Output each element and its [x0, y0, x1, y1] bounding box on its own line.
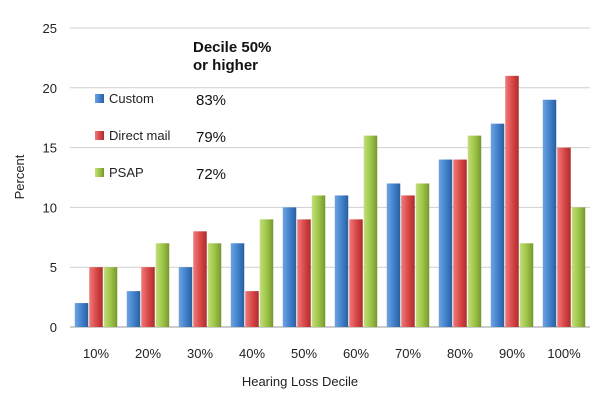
bar-psap-30 — [207, 243, 222, 327]
bar-psap-80 — [467, 135, 482, 327]
legend-summary-psap: 72% — [196, 166, 226, 183]
bar-psap-10 — [103, 267, 118, 327]
x-tick-label: 20% — [135, 346, 161, 361]
bar-custom-10 — [74, 303, 89, 327]
bar-direct-mail-60 — [349, 219, 363, 327]
bar-direct-mail-90 — [505, 75, 519, 327]
bar-custom-20 — [126, 291, 141, 327]
legend-swatch-psap — [95, 168, 104, 177]
x-axis-ticks: 10% 20% 30% 40% 50% 60% 70% 80% 90% 100% — [83, 346, 581, 361]
bar-direct-mail-50 — [297, 219, 311, 327]
bar-psap-20 — [155, 243, 170, 327]
y-tick-label: 0 — [50, 320, 57, 335]
annotation-title: Decile 50% or higher — [193, 39, 271, 74]
legend-swatch-custom — [95, 94, 104, 103]
bar-custom-50 — [282, 207, 297, 327]
legend: Custom 83% Direct mail 79% PSAP 72% — [95, 91, 226, 183]
bar-direct-mail-80 — [453, 159, 467, 327]
x-tick-label: 80% — [447, 346, 473, 361]
y-tick-label: 10 — [43, 200, 57, 215]
bar-custom-30 — [178, 267, 193, 327]
legend-swatch-direct-mail — [95, 131, 104, 140]
annotation-title-line1: Decile 50% — [193, 39, 271, 56]
x-tick-label: 70% — [395, 346, 421, 361]
legend-item-direct-mail: Direct mail 79% — [95, 128, 226, 146]
y-tick-label: 20 — [43, 81, 57, 96]
bar-psap-50 — [311, 195, 326, 327]
x-tick-label: 10% — [83, 346, 109, 361]
x-tick-label: 30% — [187, 346, 213, 361]
bar-psap-70 — [415, 183, 430, 327]
bar-psap-60 — [363, 135, 378, 327]
bar-direct-mail-70 — [401, 195, 415, 327]
bar-custom-100 — [542, 99, 557, 327]
bar-custom-40 — [230, 243, 245, 327]
y-axis-title: Percent — [12, 154, 27, 199]
bar-direct-mail-10 — [89, 267, 103, 327]
legend-label-direct-mail: Direct mail — [109, 128, 171, 143]
y-tick-label: 5 — [50, 260, 57, 275]
annotation-title-line2: or higher — [193, 57, 258, 74]
legend-summary-direct-mail: 79% — [196, 129, 226, 146]
legend-item-custom: Custom 83% — [95, 91, 226, 109]
bar-direct-mail-40 — [245, 291, 259, 327]
bar-psap-100 — [571, 207, 586, 327]
legend-item-psap: PSAP 72% — [95, 165, 226, 183]
x-axis-title: Hearing Loss Decile — [242, 374, 358, 389]
y-tick-label: 25 — [43, 21, 57, 36]
bar-direct-mail-100 — [557, 147, 571, 327]
y-tick-label: 15 — [43, 141, 57, 156]
bar-custom-70 — [386, 183, 401, 327]
bar-psap-90 — [519, 243, 534, 327]
bar-custom-60 — [334, 195, 349, 327]
bar-custom-90 — [490, 123, 505, 328]
x-tick-label: 60% — [343, 346, 369, 361]
bar-custom-80 — [438, 159, 453, 327]
x-tick-label: 40% — [239, 346, 265, 361]
x-tick-label: 100% — [547, 346, 581, 361]
legend-summary-custom: 83% — [196, 92, 226, 109]
bar-direct-mail-30 — [193, 231, 207, 327]
legend-label-psap: PSAP — [109, 165, 144, 180]
x-tick-label: 50% — [291, 346, 317, 361]
legend-label-custom: Custom — [109, 91, 154, 106]
x-tick-label: 90% — [499, 346, 525, 361]
bars — [74, 75, 586, 328]
bar-direct-mail-20 — [141, 267, 155, 327]
y-axis-ticks: 0 5 10 15 20 25 — [43, 21, 57, 335]
bar-psap-40 — [259, 219, 274, 327]
